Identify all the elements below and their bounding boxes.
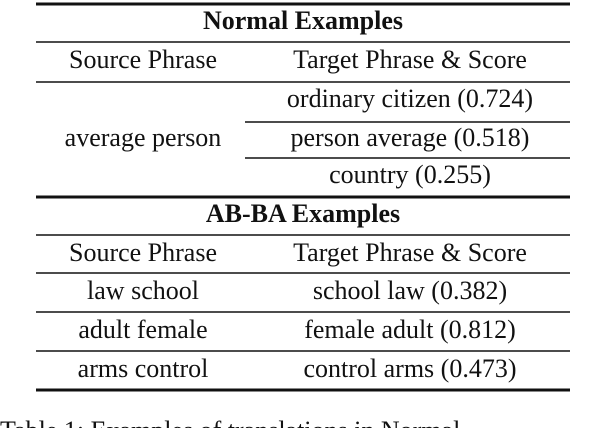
column-header: Source Phrase bbox=[69, 238, 217, 267]
target-cell: person average (0.518) bbox=[291, 123, 530, 152]
column-header: Target Phrase & Score bbox=[293, 238, 527, 267]
source-cell: arms control bbox=[78, 354, 209, 383]
caption: Table 1: Examples of translations in Nor… bbox=[0, 416, 460, 428]
target-cell: country (0.255) bbox=[329, 160, 491, 189]
target-cell: control arms (0.473) bbox=[303, 354, 516, 383]
section-title: AB-BA Examples bbox=[206, 199, 400, 228]
target-cell: school law (0.382) bbox=[313, 276, 507, 305]
column-header: Source Phrase bbox=[69, 45, 217, 74]
section-title: Normal Examples bbox=[203, 6, 403, 35]
target-cell: female adult (0.812) bbox=[304, 315, 516, 344]
source-cell: law school bbox=[87, 276, 199, 305]
source-cell: adult female bbox=[78, 315, 207, 344]
target-cell: ordinary citizen (0.724) bbox=[287, 84, 533, 113]
column-header: Target Phrase & Score bbox=[293, 45, 527, 74]
source-cell: average person bbox=[65, 123, 222, 152]
